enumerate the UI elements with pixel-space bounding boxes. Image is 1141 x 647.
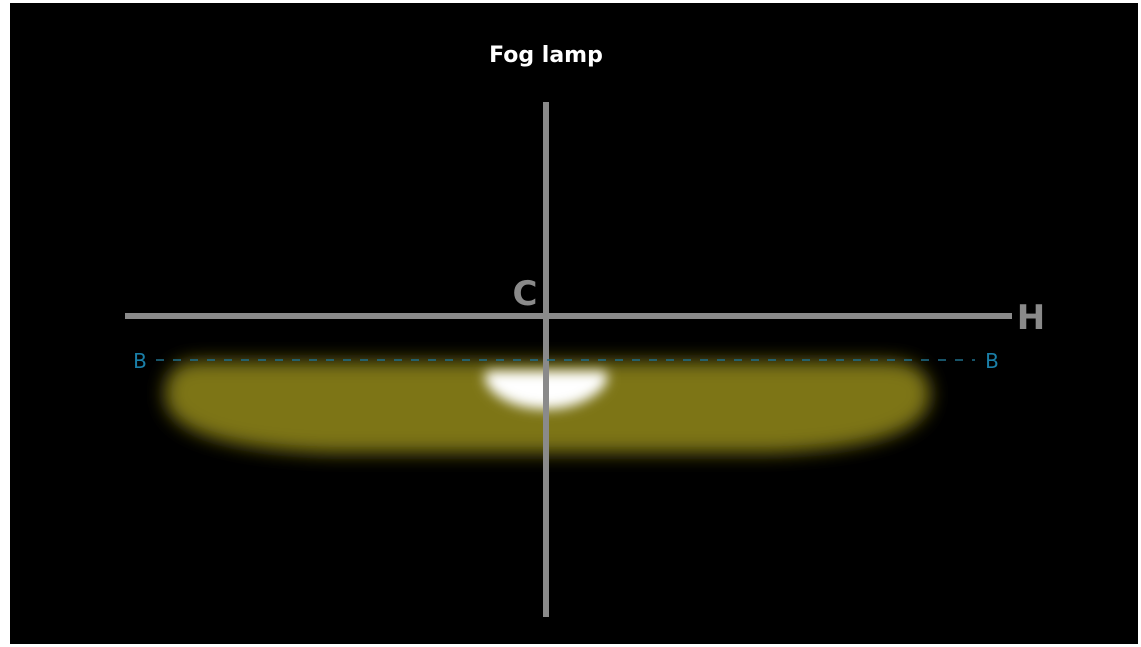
diagram-title: Fog lamp: [489, 43, 603, 68]
fog-lamp-beam-diagram: C H B B: [125, 102, 1045, 617]
diagram-canvas: Fog lamp C H B B: [10, 3, 1138, 644]
cutoff-right-label: B: [985, 349, 999, 373]
cutoff-left-label: B: [133, 349, 147, 373]
center-label: C: [513, 274, 538, 314]
horizontal-label: H: [1017, 298, 1045, 338]
